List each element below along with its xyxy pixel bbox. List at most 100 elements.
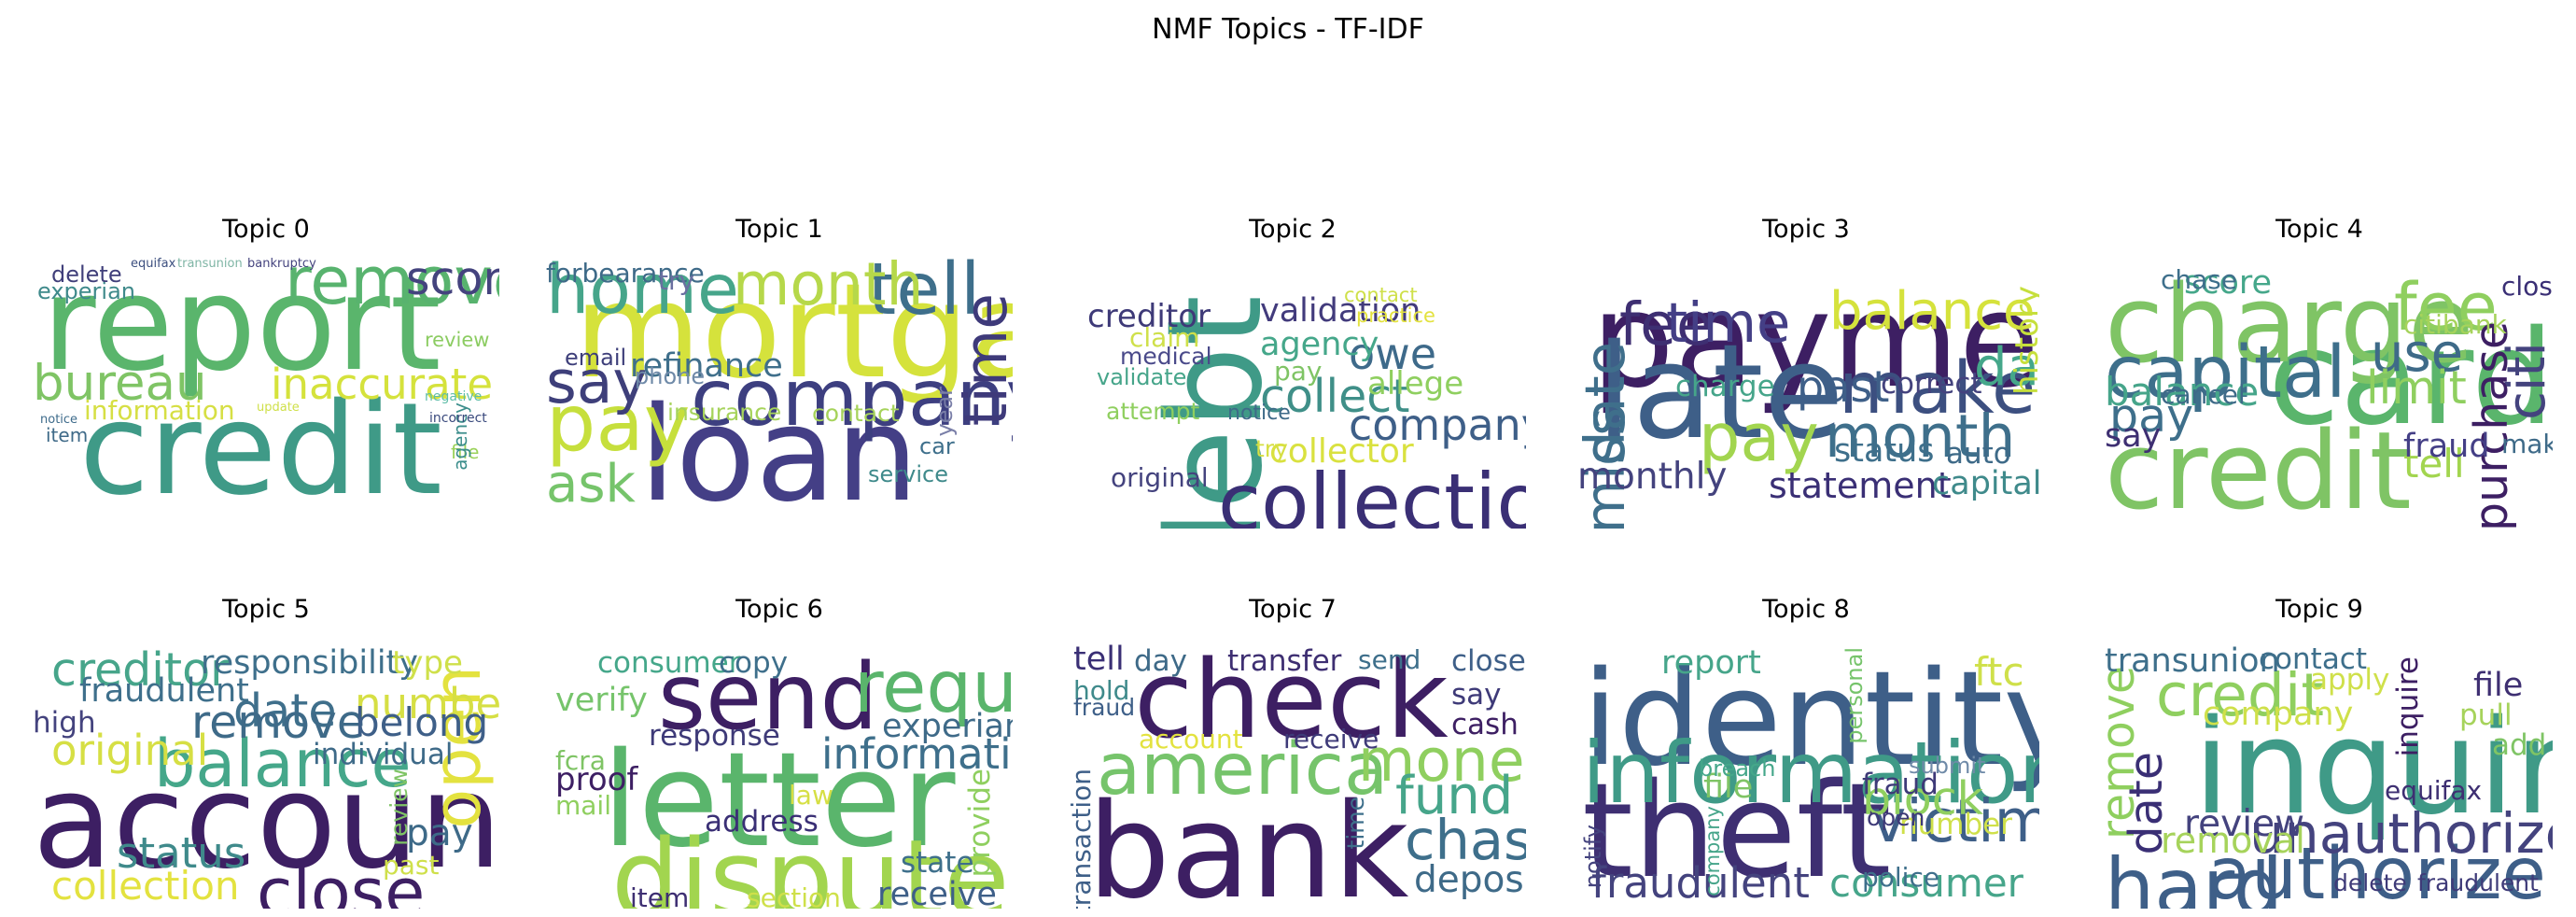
- cloud-word: fraud: [1862, 768, 1939, 801]
- cloud-word: breach: [1699, 755, 1776, 782]
- cloud-word: claim: [1129, 322, 1200, 353]
- cloud-word: item: [630, 882, 690, 910]
- topic-title: Topic 0: [222, 215, 310, 244]
- cloud-word: america: [1097, 728, 1389, 811]
- cloud-word: home: [546, 250, 739, 330]
- cloud-word: removal: [2161, 820, 2305, 861]
- word-cloud: bank checkamericamoneyfundchasedeposit tel…: [1059, 628, 1526, 909]
- cloud-word: fraudulent: [2417, 869, 2539, 896]
- cloud-word: validation: [1260, 292, 1421, 330]
- word-cloud: card charge credit capital fee use citi purchas…: [2086, 248, 2553, 529]
- cloud-word: response: [649, 719, 780, 753]
- cloud-word: information: [821, 729, 1013, 779]
- cloud-word: submit: [1909, 753, 1986, 779]
- cloud-word: police: [1862, 862, 1940, 893]
- cloud-word: file: [451, 441, 480, 463]
- cloud-word: time: [1666, 290, 1791, 355]
- cloud-word: apply: [2310, 663, 2390, 697]
- cloud-word: report: [1661, 644, 1761, 682]
- cloud-word: month: [1825, 402, 2016, 471]
- cloud-word: deposit: [1414, 859, 1526, 901]
- cloud-word: time: [952, 293, 1013, 427]
- cloud-word: pay: [1274, 356, 1323, 387]
- cloud-word: ask: [546, 454, 636, 515]
- topic-title: Topic 9: [2275, 595, 2363, 624]
- cloud-word: company: [1701, 806, 1724, 896]
- cloud-word: fund: [1395, 766, 1514, 826]
- cloud-word: credit: [2156, 661, 2325, 729]
- cloud-word: make: [1839, 347, 2037, 430]
- cloud-word: close: [257, 854, 426, 909]
- cloud-word: make: [2501, 429, 2553, 459]
- cloud-word: theft: [1582, 755, 1892, 908]
- topic-panel: Topic 4 card charge credit capital fee use citi…: [2086, 215, 2553, 529]
- cloud-word: status: [1834, 432, 1935, 470]
- cloud-word: check: [1134, 638, 1449, 763]
- cloud-word: number: [355, 679, 499, 728]
- cloud-word: review: [385, 769, 413, 846]
- cloud-word: car: [919, 433, 955, 459]
- cloud-word: company: [691, 352, 1013, 444]
- word-cloud: accountclosebalanceopencreditororiginald…: [33, 628, 499, 909]
- cloud-word: credit: [79, 376, 442, 524]
- cloud-word: pay: [1699, 400, 1819, 476]
- cloud-word: transunion: [2105, 642, 2280, 680]
- cloud-word: section: [747, 882, 841, 910]
- cloud-word: inaccurate: [271, 360, 494, 409]
- cloud-word: block: [1862, 772, 1984, 825]
- cloud-word: limit: [2366, 361, 2467, 415]
- cloud-word: delete: [2333, 869, 2407, 896]
- cloud-word: verify: [555, 682, 648, 719]
- cloud-word: email: [565, 345, 627, 371]
- cloud-word: fraud: [2403, 428, 2490, 465]
- topic-title: Topic 7: [1249, 595, 1337, 624]
- cloud-word: capital: [2105, 332, 2346, 415]
- cloud-word: balance: [1829, 281, 2036, 342]
- cloud-word: pay: [546, 377, 691, 469]
- cloud-word: collection: [1218, 457, 1526, 529]
- cloud-word: contact: [1344, 284, 1418, 306]
- topic-panel: Topic 8 identity theft information victim blo…: [1573, 595, 2039, 909]
- cloud-word: card: [2268, 303, 2553, 455]
- cloud-word: consumer: [597, 646, 741, 680]
- topic-title: Topic 6: [735, 595, 823, 624]
- cloud-word: charge: [2105, 262, 2474, 388]
- cloud-word: state: [901, 846, 974, 880]
- cloud-word: purchase: [2465, 321, 2518, 529]
- cloud-word: personal: [1841, 647, 1868, 744]
- cloud-word: pull: [2459, 698, 2513, 732]
- word-cloud: identity theft information victim block fraud…: [1573, 628, 2039, 909]
- topic-title: Topic 2: [1249, 215, 1337, 244]
- cloud-word: contact: [2259, 642, 2368, 676]
- cloud-word: refinance: [630, 347, 783, 385]
- cloud-word: fraudulent: [1591, 858, 1810, 908]
- cloud-word: receive: [877, 876, 997, 910]
- cloud-word: dispute: [611, 817, 1010, 910]
- cloud-word: time: [1342, 797, 1369, 850]
- topic-panel: Topic 7 bank checkamericamoneyfundchasedep…: [1059, 595, 1526, 909]
- cloud-word: balance: [154, 726, 412, 802]
- cloud-word: close: [1451, 644, 1526, 678]
- cloud-word: mortgage: [574, 256, 1013, 408]
- cloud-word: experian: [882, 708, 1013, 745]
- cloud-word: date: [1573, 342, 1637, 467]
- cloud-word: remove: [191, 696, 366, 749]
- topic-title: Topic 1: [735, 215, 823, 244]
- cloud-word: information: [1582, 725, 2039, 823]
- cloud-word: bank: [1087, 776, 1409, 910]
- cloud-word: day: [1974, 337, 2039, 398]
- cloud-word: transaction: [1066, 769, 1097, 909]
- cloud-word: send: [1358, 644, 1421, 675]
- cloud-word: phone: [635, 363, 706, 389]
- cloud-word: medical: [1120, 343, 1212, 370]
- cloud-word: open: [1867, 804, 1925, 831]
- cloud-word: request: [854, 646, 1013, 729]
- figure-title: NMF Topics - TF-IDF: [1152, 13, 1424, 46]
- cloud-word: transunion: [177, 257, 243, 271]
- cloud-word: inquiry: [2193, 692, 2553, 844]
- topic-panel: Topic 5accountclosebalanceopencreditoror…: [33, 595, 499, 909]
- cloud-word: chase: [1405, 808, 1526, 872]
